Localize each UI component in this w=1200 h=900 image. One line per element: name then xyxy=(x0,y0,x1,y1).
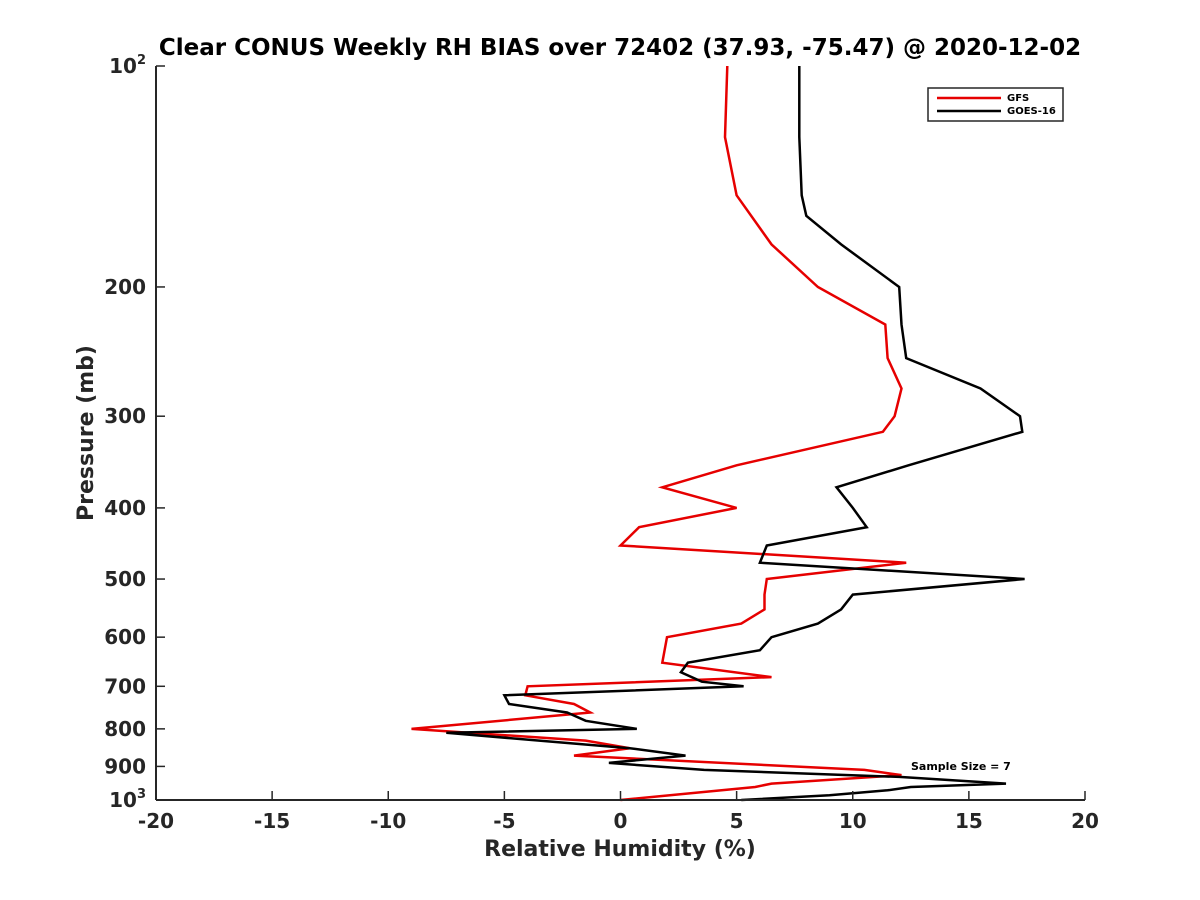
y-tick-label: 400 xyxy=(104,496,146,520)
y-axis-label: Pressure (mb) xyxy=(74,345,99,521)
legend: GFS GOES-16 xyxy=(927,87,1064,122)
y-tick-label: 200 xyxy=(104,275,146,299)
legend-box xyxy=(927,87,1064,122)
y-tick-label: 500 xyxy=(104,567,146,591)
series-line-goes-16 xyxy=(446,66,1025,802)
y-tick-label: 800 xyxy=(104,717,146,741)
series-group xyxy=(411,65,1025,802)
series-line-gfs xyxy=(411,65,907,802)
x-tick-label: 0 xyxy=(614,809,628,833)
x-ticks: -20 -15 -10 -5 0 5 10 15 20 xyxy=(138,791,1099,833)
y-tick-label: 102 xyxy=(109,53,146,78)
sample-size-annotation: Sample Size = 7 xyxy=(911,760,1011,773)
y-tick-label: 103 xyxy=(109,787,146,812)
x-tick-label: -20 xyxy=(138,809,174,833)
chart-title: Clear CONUS Weekly RH BIAS over 72402 (3… xyxy=(159,35,1081,61)
y-tick-label: 900 xyxy=(104,754,146,778)
legend-label-goes16: GOES-16 xyxy=(1007,106,1056,117)
x-tick-label: -10 xyxy=(370,809,406,833)
x-tick-label: -15 xyxy=(254,809,290,833)
y-tick-label: 600 xyxy=(104,625,146,649)
x-axis-label: Relative Humidity (%) xyxy=(484,837,756,862)
x-tick-label: 10 xyxy=(839,809,867,833)
x-tick-label: 15 xyxy=(955,809,983,833)
y-ticks: 102 200 300 400 500 600 700 800 900 103 xyxy=(104,53,165,812)
x-tick-label: -5 xyxy=(493,809,515,833)
legend-label-gfs: GFS xyxy=(1007,93,1029,104)
x-tick-label: 20 xyxy=(1071,809,1099,833)
x-tick-label: 5 xyxy=(730,809,744,833)
y-tick-label: 700 xyxy=(104,674,146,698)
y-tick-label: 300 xyxy=(104,404,146,428)
